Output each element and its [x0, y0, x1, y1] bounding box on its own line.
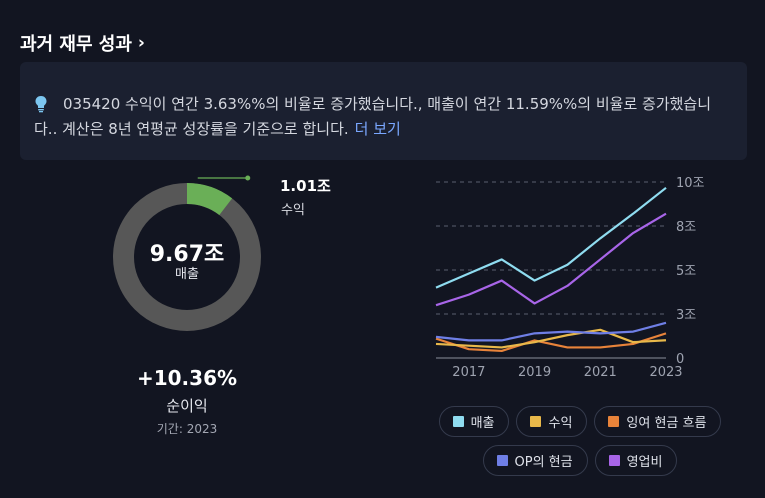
legend-item[interactable]: 수익: [516, 406, 588, 437]
info-text-block: 035420 수익이 연간 3.63%%의 비율로 증가했습니다., 매출이 연…: [34, 92, 733, 142]
y-tick-label: 0: [676, 352, 684, 367]
legend-label: 매출: [470, 416, 495, 431]
legend-item[interactable]: 잉여 현금 흐름: [594, 406, 722, 437]
y-tick-label: 3조: [676, 308, 696, 323]
legend-label: 잉여 현금 흐름: [626, 416, 707, 431]
earnings-value: 1.01조: [280, 177, 331, 195]
x-tick-label: 2021: [584, 365, 617, 380]
legend-item[interactable]: 매출: [438, 406, 510, 437]
section-title-text: 과거 재무 성과: [20, 34, 132, 55]
chevron-right-icon: ›: [137, 33, 145, 53]
series-line: [435, 186, 667, 289]
lightbulb-icon: [34, 95, 48, 121]
chart-legend: 매출 수익 잉여 현금 흐름 OP의 현금 영업비: [405, 406, 755, 484]
series-line: [435, 212, 667, 307]
x-tick-label: 2023: [649, 365, 682, 380]
info-callout: 035420 수익이 연간 3.63%%의 비율로 증가했습니다., 매출이 연…: [20, 62, 747, 160]
x-tick-label: 2017: [452, 365, 485, 380]
growth-summary-text: 035420 수익이 연간 3.63%%의 비율로 증가했습니다., 매출이 연…: [34, 95, 712, 138]
legend-item[interactable]: OP의 현금: [482, 445, 588, 476]
donut-center-label: 매출: [175, 267, 199, 282]
legend-swatch-icon: [530, 416, 542, 427]
revenue-donut-chart: [113, 175, 261, 331]
y-tick-label: 8조: [676, 220, 696, 235]
net-income-label: 순이익: [166, 397, 208, 415]
legend-swatch-icon: [496, 455, 508, 466]
y-tick-label: 10조: [676, 176, 705, 191]
legend-swatch-icon: [608, 455, 620, 466]
more-link[interactable]: 더 보기: [354, 120, 401, 138]
legend-swatch-icon: [452, 416, 464, 427]
legend-label: OP의 현금: [514, 455, 573, 470]
donut-leader-dot: [245, 175, 251, 181]
legend-row: OP의 현금 영업비: [405, 445, 755, 476]
earnings-label: 수익: [281, 203, 305, 218]
financial-line-chart: 0 3조 5조 8조 10조 2017 2019 2021 2023: [435, 176, 705, 380]
y-tick-label: 5조: [676, 264, 696, 279]
legend-item[interactable]: 영업비: [594, 445, 678, 476]
period-label: 기간: 2023: [156, 422, 218, 436]
section-title[interactable]: 과거 재무 성과 ›: [20, 30, 145, 56]
legend-label: 수익: [548, 416, 573, 431]
series-line: [435, 332, 667, 353]
donut-center-value: 9.67조: [149, 242, 225, 267]
net-income-value: +10.36%: [136, 366, 238, 390]
legend-label: 영업비: [626, 455, 663, 470]
legend-row: 매출 수익 잉여 현금 흐름: [405, 406, 755, 437]
donut-earnings-segment: [187, 183, 233, 215]
x-tick-label: 2019: [518, 365, 551, 380]
series-line: [435, 328, 667, 349]
legend-swatch-icon: [608, 416, 620, 427]
series-line: [435, 321, 667, 342]
